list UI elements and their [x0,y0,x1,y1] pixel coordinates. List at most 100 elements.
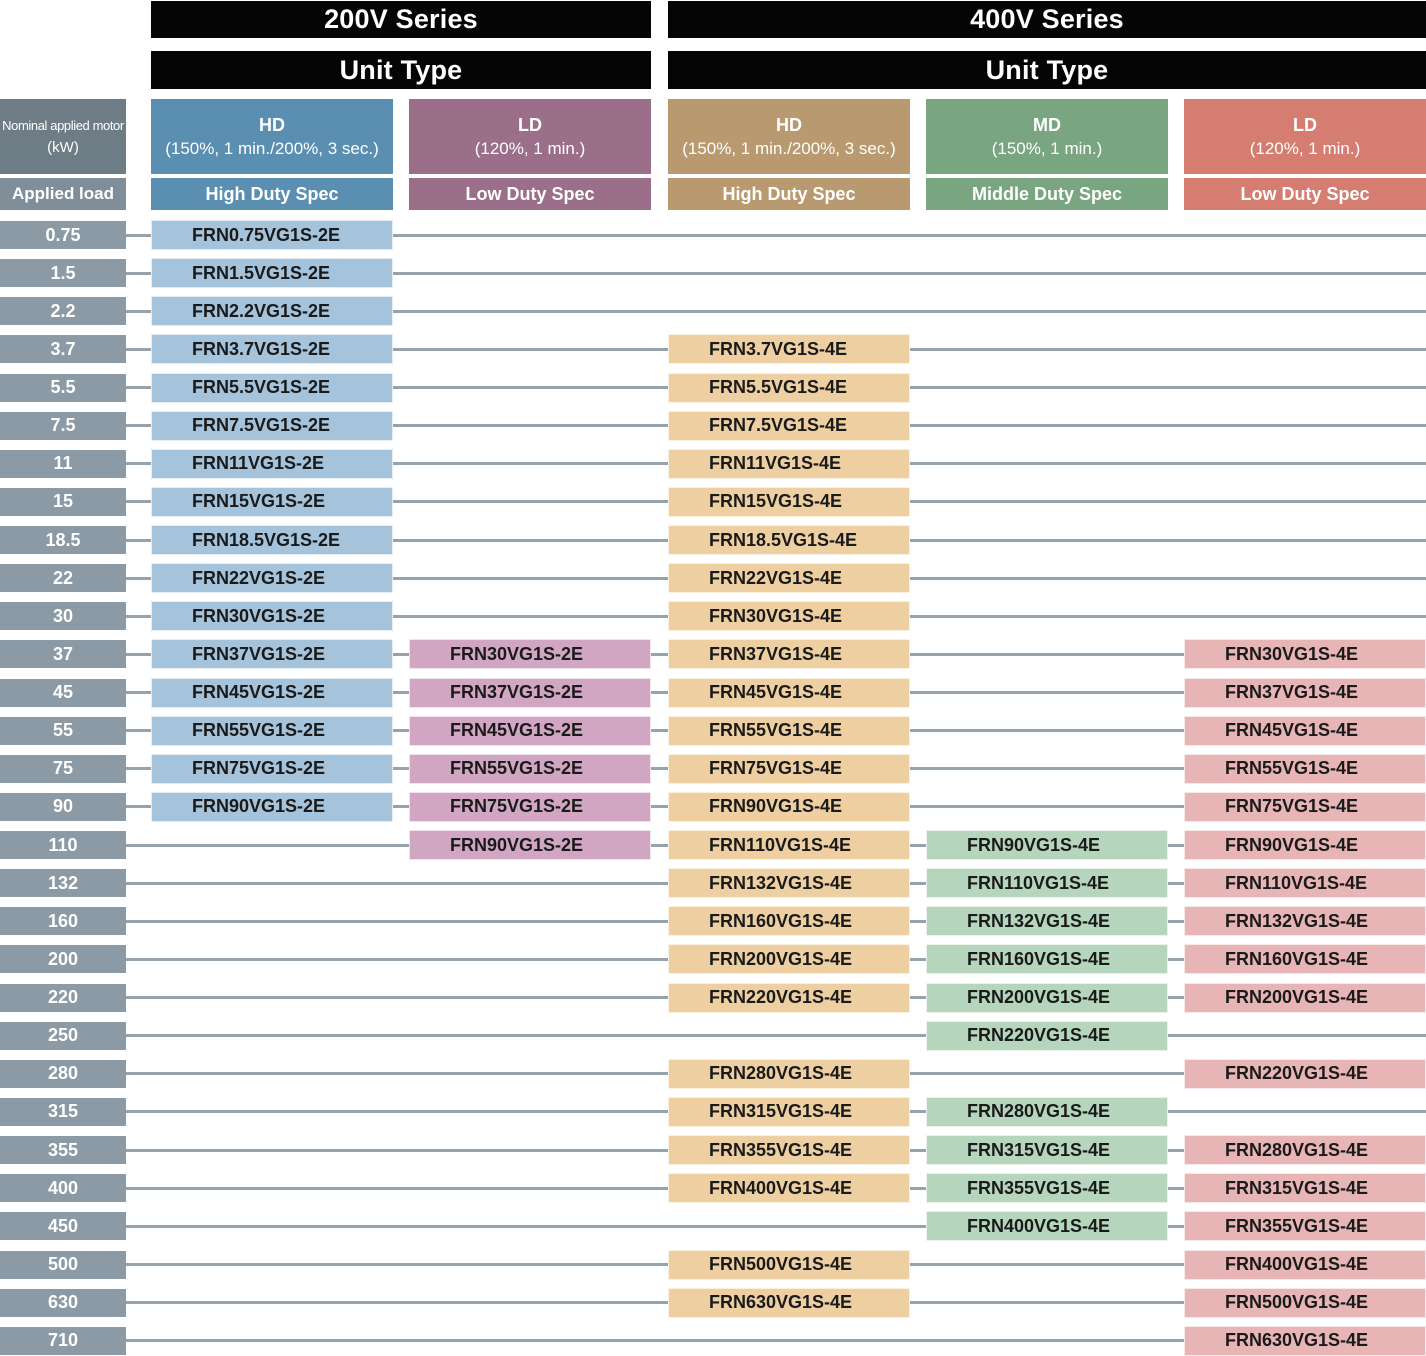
model-cell: FRN90VG1S-4E [926,830,1168,861]
model-cell: FRN18.5VG1S-4E [668,525,910,556]
series-title-text: 400V Series [970,4,1124,34]
model-cell: FRN7.5VG1S-4E [668,410,910,441]
model-cell: FRN315VG1S-4E [668,1096,910,1127]
motor-kw-cell: 250 [0,1021,126,1050]
row-connector-line [126,1224,1426,1228]
column-spec-header: High Duty Spec [668,178,910,210]
model-cell: FRN90VG1S-4E [1184,830,1426,861]
motor-kw-cell: 15 [0,487,126,516]
motor-kw-cell: 160 [0,907,126,936]
model-cell: FRN45VG1S-2E [151,677,393,708]
column-spec-label: Low Duty Spec [1240,183,1370,204]
applied-load-header: Applied load [0,178,126,210]
model-cell: FRN18.5VG1S-2E [151,525,393,556]
column-type-header: HD (150%, 1 min./200%, 3 sec.) [151,99,393,174]
model-cell: FRN200VG1S-4E [1184,982,1426,1013]
row-connector-line [126,309,1426,313]
model-cell: FRN30VG1S-2E [409,639,651,670]
motor-kw-cell: 7.5 [0,411,126,440]
row-connector-line [126,271,1426,275]
model-cell: FRN11VG1S-4E [668,448,910,479]
column-type-header: LD (120%, 1 min.) [409,99,651,174]
model-cell: FRN3.7VG1S-4E [668,334,910,365]
column-detail: (150%, 1 min.) [991,138,1103,158]
unit-type-text: Unit Type [985,54,1109,85]
model-cell: FRN315VG1S-4E [1184,1173,1426,1204]
model-cell: FRN2.2VG1S-2E [151,296,393,327]
motor-kw-cell: 18.5 [0,526,126,555]
model-cell: FRN45VG1S-4E [1184,715,1426,746]
motor-kw-cell: 5.5 [0,373,126,402]
series-title-200v: 200V Series [151,1,651,38]
model-cell: FRN630VG1S-4E [1184,1325,1426,1356]
model-cell: FRN1.5VG1S-2E [151,258,393,289]
model-cell: FRN200VG1S-4E [926,982,1168,1013]
column-spec-label: Middle Duty Spec [971,183,1123,204]
model-cell: FRN22VG1S-4E [668,563,910,594]
model-cell: FRN315VG1S-4E [926,1135,1168,1166]
motor-kw-cell: 1.5 [0,259,126,288]
model-cell: FRN500VG1S-4E [1184,1287,1426,1318]
column-type-header: HD (150%, 1 min./200%, 3 sec.) [668,99,910,174]
model-cell: FRN0.75VG1S-2E [151,220,393,250]
model-cell: FRN30VG1S-2E [151,601,393,632]
model-cell: FRN55VG1S-2E [151,715,393,746]
series-title-text: 200V Series [324,4,478,34]
model-cell: FRN90VG1S-2E [151,791,393,822]
motor-kw-cell: 3.7 [0,335,126,364]
model-cell: FRN400VG1S-4E [1184,1249,1426,1280]
column-code: HD [259,114,285,135]
model-cell: FRN110VG1S-4E [668,830,910,861]
model-cell: FRN132VG1S-4E [1184,906,1426,937]
model-cell: FRN355VG1S-4E [668,1135,910,1166]
motor-kw-cell: 22 [0,564,126,593]
column-detail: (120%, 1 min.) [1249,138,1361,158]
model-cell: FRN630VG1S-4E [668,1287,910,1318]
model-cell: FRN37VG1S-2E [409,677,651,708]
row-connector-line [126,1034,1426,1038]
model-cell: FRN355VG1S-4E [1184,1211,1426,1242]
model-cell: FRN55VG1S-2E [409,753,651,784]
motor-kw-cell: 500 [0,1250,126,1279]
model-cell: FRN22VG1S-2E [151,563,393,594]
column-detail: (120%, 1 min.) [474,138,586,158]
column-code: LD [518,114,542,135]
model-cell: FRN160VG1S-4E [668,906,910,937]
motor-kw-cell: 630 [0,1288,126,1317]
model-cell: FRN160VG1S-4E [1184,944,1426,975]
column-spec-header: Middle Duty Spec [926,178,1168,210]
motor-kw-cell: 75 [0,754,126,783]
column-spec-label: High Duty Spec [722,183,856,204]
model-cell: FRN220VG1S-4E [1184,1058,1426,1089]
model-cell: FRN45VG1S-2E [409,715,651,746]
motor-kw-cell: 11 [0,449,126,478]
column-spec-label: High Duty Spec [205,183,339,204]
model-cell: FRN75VG1S-2E [409,791,651,822]
model-cell: FRN90VG1S-4E [668,791,910,822]
applied-load-label: Applied load [12,184,114,203]
model-cell: FRN15VG1S-2E [151,486,393,517]
model-cell: FRN37VG1S-2E [151,639,393,670]
model-cell: FRN160VG1S-4E [926,944,1168,975]
column-type-header: LD (120%, 1 min.) [1184,99,1426,174]
column-type-header: MD (150%, 1 min.) [926,99,1168,174]
motor-kw-cell: 400 [0,1174,126,1203]
motor-kw-cell: 30 [0,602,126,631]
model-cell: FRN220VG1S-4E [668,982,910,1013]
motor-kw-cell: 37 [0,640,126,669]
model-cell: FRN280VG1S-4E [926,1096,1168,1127]
model-cell: FRN220VG1S-4E [926,1020,1168,1051]
column-code: LD [1293,114,1317,135]
motor-kw-cell: 710 [0,1326,126,1355]
model-cell: FRN75VG1S-4E [1184,791,1426,822]
model-cell: FRN11VG1S-2E [151,448,393,479]
row-connector-line [126,1339,1426,1343]
model-cell: FRN75VG1S-4E [668,753,910,784]
nominal-motor-unit: (kW) [47,138,79,156]
model-cell: FRN400VG1S-4E [926,1211,1168,1242]
motor-kw-cell: 315 [0,1097,126,1126]
column-code: MD [1033,114,1061,135]
motor-kw-cell: 0.75 [0,221,126,249]
model-cell: FRN30VG1S-4E [1184,639,1426,670]
motor-kw-cell: 2.2 [0,297,126,326]
